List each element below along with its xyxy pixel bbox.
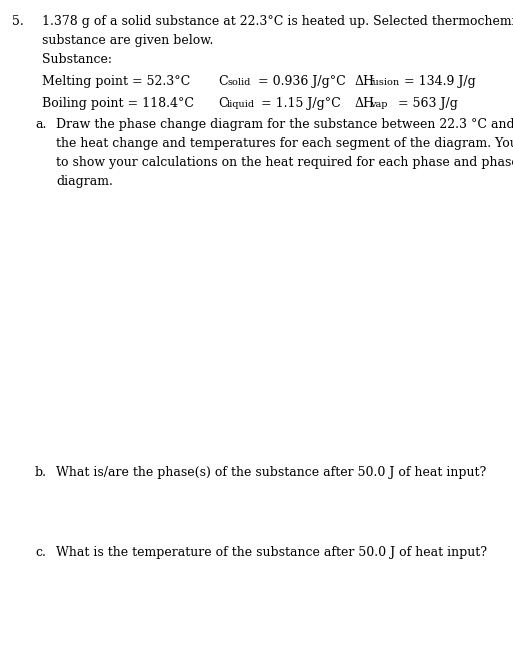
Text: What is the temperature of the substance after 50.0 J of heat input?: What is the temperature of the substance…	[56, 546, 487, 559]
Text: = 0.936 J/g°C: = 0.936 J/g°C	[254, 75, 346, 88]
Text: Substance:: Substance:	[42, 53, 112, 66]
Text: b.: b.	[35, 466, 47, 479]
Text: diagram.: diagram.	[56, 174, 113, 187]
Text: solid: solid	[227, 78, 250, 87]
Text: Draw the phase change diagram for the substance between 22.3 °C and 118.4 °C. La: Draw the phase change diagram for the su…	[56, 118, 513, 131]
Text: ΔH: ΔH	[355, 97, 375, 110]
Text: 1.378 g of a solid substance at 22.3°C is heated up. Selected thermochemical dat: 1.378 g of a solid substance at 22.3°C i…	[42, 15, 513, 28]
Text: C: C	[218, 97, 228, 110]
Text: = 1.15 J/g°C: = 1.15 J/g°C	[257, 97, 341, 110]
Text: the heat change and temperatures for each segment of the diagram. You will first: the heat change and temperatures for eac…	[56, 137, 513, 150]
Text: liquid: liquid	[227, 100, 255, 109]
Text: C: C	[218, 75, 228, 88]
Text: = 563 J/g: = 563 J/g	[390, 97, 458, 110]
Text: fusion: fusion	[370, 78, 400, 87]
Text: Melting point = 52.3°C: Melting point = 52.3°C	[42, 75, 190, 88]
Text: What is/are the phase(s) of the substance after 50.0 J of heat input?: What is/are the phase(s) of the substanc…	[56, 466, 486, 479]
Text: ΔH: ΔH	[355, 75, 375, 88]
Text: a.: a.	[35, 118, 46, 131]
Text: 5.: 5.	[12, 15, 24, 28]
Text: = 134.9 J/g: = 134.9 J/g	[400, 75, 476, 88]
Text: c.: c.	[35, 546, 46, 559]
Text: to show your calculations on the heat required for each phase and phase change i: to show your calculations on the heat re…	[56, 156, 513, 169]
Text: Boiling point = 118.4°C: Boiling point = 118.4°C	[42, 97, 194, 110]
Text: vap: vap	[370, 100, 387, 109]
Text: substance are given below.: substance are given below.	[42, 34, 213, 47]
